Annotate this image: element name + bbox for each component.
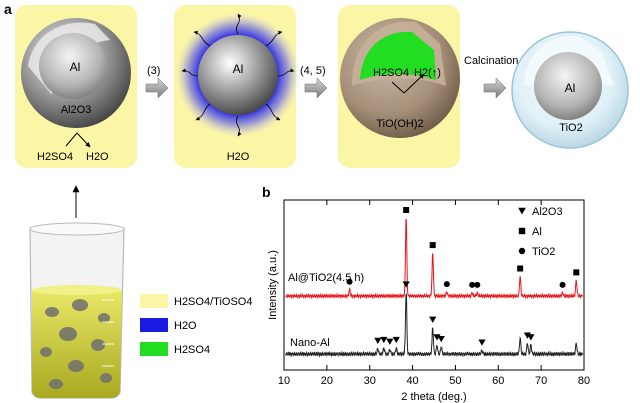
panel-a-label: a (4, 1, 12, 17)
step3-shell-label: TiO(OH)2 (376, 118, 423, 130)
series-label: Al@TiO2(4.5 h) (288, 272, 364, 284)
step4-label: Calcination (464, 55, 518, 67)
peak-marker (380, 336, 388, 344)
peak-marker (346, 278, 353, 285)
peak-marker (573, 269, 580, 276)
step3-panel: H2SO4 H2(↑) TiO(OH)2 (338, 5, 460, 168)
step2-product: H2O (227, 151, 250, 163)
legend-marker (518, 207, 526, 215)
legend-label: TiO2 (532, 246, 555, 258)
peak-marker (403, 207, 410, 213)
step4-shell-label: TiO2 (559, 122, 582, 134)
peak-marker (429, 316, 437, 323)
x-tick-label: 70 (535, 375, 547, 387)
beaker (29, 222, 125, 399)
x-tick-label: 20 (321, 375, 333, 387)
arrow-step4: Calcination (464, 55, 518, 99)
x-tick-label: 60 (492, 375, 504, 387)
series-line (285, 218, 583, 300)
step2-core-label: Al (233, 62, 244, 76)
step3-reactant: H2SO4 (373, 67, 409, 79)
peak-marker (402, 281, 410, 288)
peak-marker (474, 281, 481, 288)
peak-marker (527, 334, 535, 341)
peak-marker (429, 242, 436, 249)
step4-core-label: Al (565, 81, 576, 95)
sulfuric-acid-layer (360, 31, 436, 80)
x-tick-label: 10 (278, 375, 290, 387)
step1-core-label: Al (70, 60, 81, 74)
x-axis-label: 2 theta (deg.) (401, 391, 466, 403)
panel-b-label: b (262, 184, 271, 200)
al-core (39, 33, 107, 99)
step4-panel: Al TiO2 (511, 31, 629, 149)
legend-label: Al2O3 (532, 206, 563, 218)
peak-marker (559, 281, 566, 288)
legend-marker (518, 247, 526, 255)
peak-marker (469, 281, 476, 288)
peak-marker (392, 336, 400, 344)
step1-product: H2O (86, 151, 109, 163)
x-tick-label: 30 (364, 375, 376, 387)
series-label: Nano-Al (290, 337, 330, 349)
legend-label: H2SO4/TiOSO4 (174, 296, 252, 308)
peak-marker (517, 265, 524, 272)
legend-label: H2SO4 (174, 344, 210, 356)
arrow-step2: (3) (145, 65, 169, 99)
x-tick-label: 80 (578, 375, 590, 387)
step2-label: (3) (147, 65, 160, 77)
x-tick-label: 40 (406, 375, 418, 387)
step4-al-core (534, 52, 602, 120)
peak-marker (443, 281, 450, 288)
legend-label: H2O (174, 320, 197, 332)
y-axis-label: Intensity (a.u.) (267, 250, 279, 320)
series-line (285, 293, 583, 358)
al-sphere (198, 35, 278, 115)
peak-marker (374, 337, 382, 345)
peak-marker (437, 335, 445, 343)
peak-marker (523, 332, 532, 339)
peak-marker (386, 338, 394, 345)
legend-swatch (140, 294, 168, 308)
x-tick-label: 50 (449, 375, 461, 387)
arrow-step3: (4, 5) (300, 65, 328, 99)
xrd-chart: 10 20 30 40 50 60 70 80 2 theta (deg.) Intensity … (267, 199, 590, 403)
plot-frame (283, 199, 585, 371)
peak-marker (478, 339, 486, 346)
legend-swatch (140, 318, 168, 332)
step3-gas: H2(↑) (414, 67, 441, 79)
step1-shell-label: Al2O3 (61, 104, 92, 116)
legend-swatch (140, 342, 168, 356)
peak-marker (433, 334, 441, 341)
legend-label: Al (532, 226, 542, 238)
legend-marker (518, 227, 526, 235)
step2-panel: Al H2O (174, 5, 300, 168)
step1-panel: Al Al2O3 H2SO4 H2O (15, 5, 137, 168)
step1-reactant: H2SO4 (37, 151, 73, 163)
step3-label: (4, 5) (300, 65, 326, 77)
panel-a-legend: H2SO4/TiOSO4 H2O H2SO4 (140, 294, 252, 356)
